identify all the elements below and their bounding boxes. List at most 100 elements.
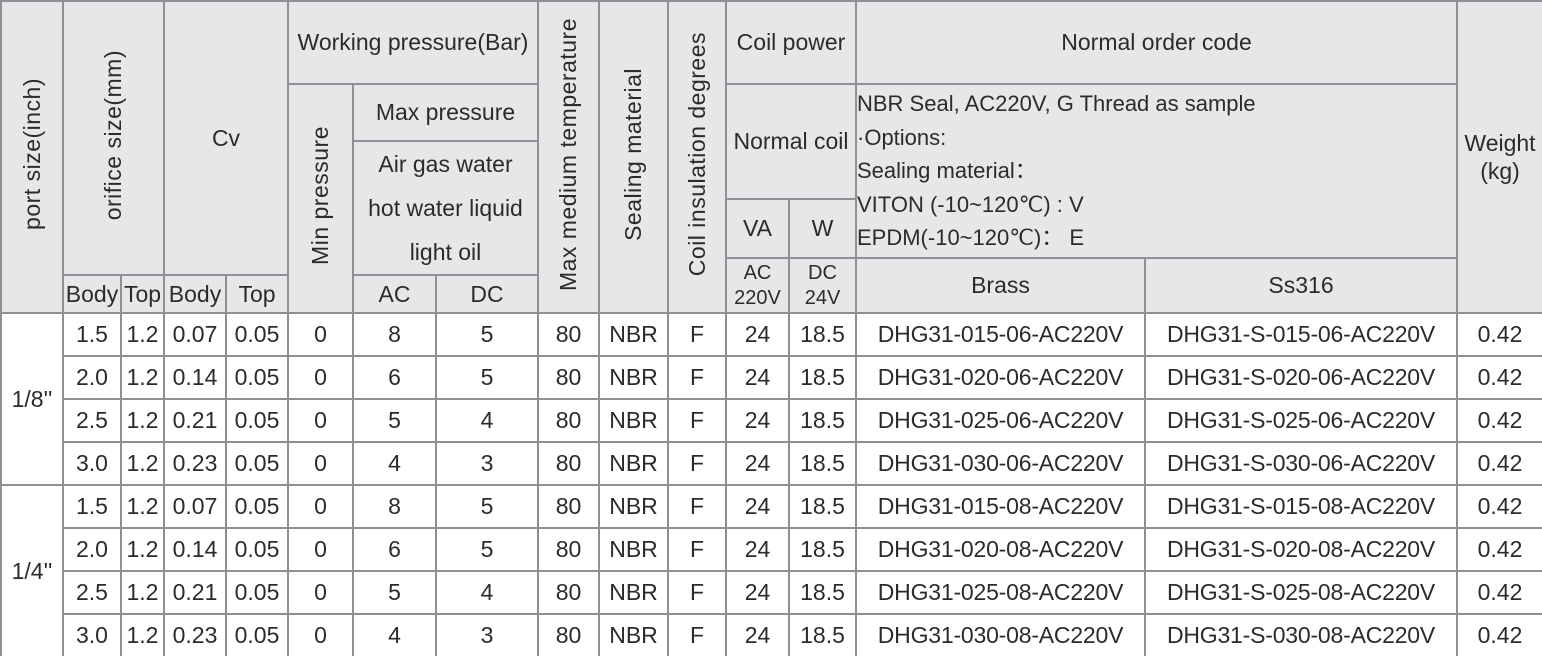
cell-order-code-ss316: DHG31-S-020-08-AC220V [1144, 527, 1458, 572]
cell-orifice-top: 1.2 [120, 398, 165, 443]
cell-order-code-brass: DHG31-015-08-AC220V [855, 484, 1146, 529]
header-row-5: AC 220V DC 24V Brass Ss316 [1, 257, 1542, 314]
header-dc-24v-line2: 24V [804, 286, 841, 309]
header-port-size: port size(inch) [0, 0, 64, 314]
table-row: 1/4'' 1.5 1.2 0.07 0.05 0 8 5 80 NBR F 2… [0, 484, 1542, 656]
cell-max-pressure-ac: 5 [352, 570, 437, 615]
cell-max-pressure-dc: 3 [435, 613, 539, 656]
cell-orifice-top: 1.2 [120, 441, 165, 486]
cell-max-medium-temp: 80 [537, 398, 600, 443]
cell-coil-power-w: 18.5 [788, 355, 857, 400]
cell-max-medium-temp: 80 [537, 441, 600, 486]
table-row: 2.5 1.2 0.21 0.05 0 5 4 80 NBR F 24 18.5… [1, 398, 1542, 443]
cell-sealing-material: NBR [598, 312, 669, 357]
cell-max-pressure-dc: 4 [435, 570, 539, 615]
header-brass: Brass [855, 257, 1146, 314]
header-row-2: Min pressure Max pressure Normal coil NB… [1, 83, 1542, 314]
cell-order-code-ss316: DHG31-S-020-06-AC220V [1144, 355, 1458, 400]
cell-coil-power-w: 18.5 [788, 527, 857, 572]
cell-cv-body: 0.14 [163, 355, 227, 400]
header-working-pressure: Working pressure(Bar) [287, 0, 539, 85]
header-weight-unit: (kg) [1480, 158, 1520, 184]
cell-weight: 0.42 [1456, 484, 1542, 529]
cell-coil-power-va: 24 [725, 441, 790, 486]
cell-cv-top: 0.05 [225, 613, 289, 656]
cell-cv-body: 0.23 [163, 441, 227, 486]
cell-order-code-brass: DHG31-030-08-AC220V [855, 613, 1146, 656]
cell-coil-power-va: 24 [725, 570, 790, 615]
cell-max-pressure-dc: 3 [435, 441, 539, 486]
cell-min-pressure: 0 [287, 527, 354, 572]
cell-cv-top: 0.05 [225, 441, 289, 486]
cell-order-code-ss316: DHG31-S-015-06-AC220V [1144, 312, 1458, 357]
cell-order-code-ss316: DHG31-S-015-08-AC220V [1144, 484, 1458, 529]
header-coil-insulation-degrees-label: Coil insulation degrees [683, 32, 710, 277]
header-coil-power: Coil power [725, 0, 857, 85]
cell-max-pressure-ac: 5 [352, 398, 437, 443]
cell-orifice-body: 3.0 [62, 613, 122, 656]
cell-sealing-material: NBR [598, 355, 669, 400]
header-cv: Cv [163, 0, 289, 276]
header-ac-220v-line1: AC [743, 261, 772, 284]
cell-coil-power-w: 18.5 [788, 441, 857, 486]
header-row-1: port size(inch) orifice size(mm) Cv Work… [0, 0, 1542, 314]
order-note-line-2: ·Options: [857, 124, 947, 150]
cell-port-size: 1/8'' [0, 312, 64, 486]
cell-orifice-top: 1.2 [120, 355, 165, 400]
table-row: 3.0 1.2 0.23 0.05 0 4 3 80 NBR F 24 18.5… [1, 441, 1542, 486]
cell-cv-top: 0.05 [225, 312, 289, 357]
header-max-pressure: Max pressure [352, 83, 539, 142]
header-orifice-size: orifice size(mm) [62, 0, 165, 276]
cell-orifice-body: 3.0 [62, 441, 122, 486]
cell-port-size: 1/4'' [0, 484, 64, 656]
order-note-line-1: NBR Seal, AC220V, G Thread as sample [857, 91, 1256, 117]
header-weight-label: Weight [1464, 130, 1536, 156]
header-ac-220v-line2: 220V [734, 286, 781, 309]
cell-coil-insulation: F [667, 613, 727, 656]
header-orifice-body: Body [62, 274, 122, 314]
header-row-3: Air gas water hot water liquid light oil [1, 140, 1542, 276]
cell-max-pressure-ac: 4 [352, 613, 437, 656]
cell-order-code-brass: DHG31-020-06-AC220V [855, 355, 1146, 400]
header-ac-220v: AC 220V [725, 257, 790, 314]
cell-min-pressure: 0 [287, 312, 354, 357]
cell-order-code-brass: DHG31-020-08-AC220V [855, 527, 1146, 572]
cell-cv-top: 0.05 [225, 355, 289, 400]
cell-order-code-brass: DHG31-030-06-AC220V [855, 441, 1146, 486]
cell-max-medium-temp: 80 [537, 613, 600, 656]
cell-coil-power-w: 18.5 [788, 570, 857, 615]
cell-max-pressure-ac: 4 [352, 441, 437, 486]
header-ss316: Ss316 [1144, 257, 1458, 314]
cell-order-code-brass: DHG31-025-06-AC220V [855, 398, 1146, 443]
cell-cv-body: 0.07 [163, 312, 227, 357]
cell-coil-insulation: F [667, 527, 727, 572]
cell-order-code-ss316: DHG31-S-025-08-AC220V [1144, 570, 1458, 615]
cell-cv-body: 0.14 [163, 527, 227, 572]
order-note-line-3: Sealing material： [857, 158, 1037, 184]
cell-sealing-material: NBR [598, 613, 669, 656]
cell-weight: 0.42 [1456, 527, 1542, 572]
cell-max-pressure-dc: 5 [435, 527, 539, 572]
cell-max-medium-temp: 80 [537, 570, 600, 615]
header-port-size-label: port size(inch) [18, 78, 45, 231]
cell-coil-power-w: 18.5 [788, 398, 857, 443]
header-max-medium-temperature-label: Max medium temperature [555, 17, 582, 291]
cell-coil-insulation: F [667, 570, 727, 615]
cell-max-medium-temp: 80 [537, 312, 600, 357]
cell-orifice-body: 1.5 [62, 312, 122, 357]
cell-order-code-ss316: DHG31-S-030-06-AC220V [1144, 441, 1458, 486]
header-dc-24v: DC 24V [788, 257, 857, 314]
media-line-2: hot water liquid [368, 195, 523, 221]
header-order-code-note: NBR Seal, AC220V, G Thread as sample ·Op… [855, 83, 1458, 259]
table-row: 2.0 1.2 0.14 0.05 0 6 5 80 NBR F 24 18.5… [1, 355, 1542, 400]
cell-order-code-brass: DHG31-025-08-AC220V [855, 570, 1146, 615]
cell-min-pressure: 0 [287, 355, 354, 400]
header-min-pressure: Min pressure [287, 83, 354, 314]
cell-weight: 0.42 [1456, 355, 1542, 400]
header-min-pressure-label: Min pressure [307, 126, 334, 266]
header-cv-body: Body [163, 274, 227, 314]
header-ac: AC [352, 274, 437, 314]
cell-orifice-top: 1.2 [120, 570, 165, 615]
cell-orifice-top: 1.2 [120, 527, 165, 572]
